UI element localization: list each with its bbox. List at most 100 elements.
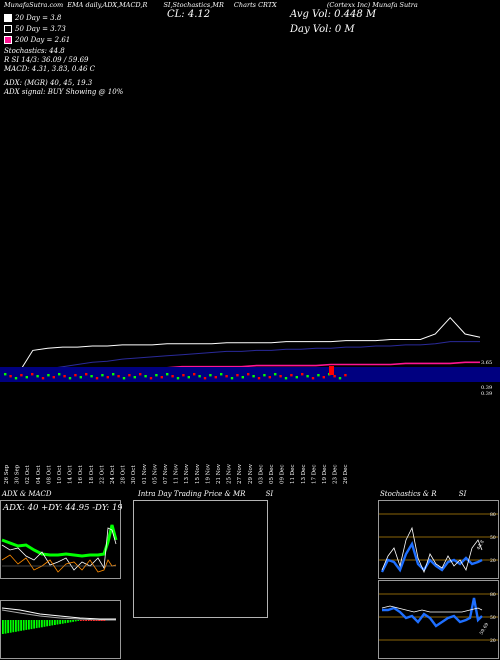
volume-bar	[112, 373, 115, 376]
macd-hist-bar	[64, 620, 67, 624]
date-label: 25 Nov	[227, 463, 233, 484]
intraday-title-suffix: SI	[265, 490, 274, 498]
rsi-tick-50: 50	[490, 615, 496, 621]
volume-bar	[252, 375, 255, 378]
adx-box	[0, 500, 121, 579]
volume-bar	[106, 376, 109, 379]
macd-hist-bar	[15, 620, 17, 632]
macd-hist-bar	[7, 620, 9, 634]
volume-bar	[25, 376, 28, 379]
date-label: 02 Oct	[25, 465, 31, 484]
legend-200-day: 200 Day = 2.61	[4, 36, 70, 44]
volume-bar	[241, 376, 244, 379]
volume-bar	[279, 375, 282, 378]
date-axis: 26 Sep 30 Sep 02 Oct 04 Oct 08 Oct 10 Oct 14 O…	[4, 463, 349, 485]
avg-volume: Avg Vol: 0.448 M	[290, 9, 377, 20]
adx-values: ADX: 40 +DY: 44.95 -DY: 19.27	[2, 503, 122, 513]
date-label: 05 Dec	[269, 465, 275, 485]
volume-bar	[9, 375, 12, 378]
mrsi-line	[381, 605, 483, 613]
adx-signal: ADX signal: BUY Showing @ 10%	[4, 88, 124, 96]
legend-20-day: 20 Day = 3.8	[4, 14, 61, 22]
volume-bar	[166, 373, 169, 376]
macd-hist-bar	[72, 620, 74, 622]
macd-hist-bar	[93, 620, 95, 621]
macd-hist-bar	[80, 620, 82, 621]
macd-hist-bar	[28, 620, 30, 630]
volume-bar	[4, 373, 7, 376]
volume-bar	[14, 377, 18, 380]
date-label: 19 Nov	[205, 463, 211, 484]
volume-bar	[220, 373, 223, 376]
macd-hist-bar	[51, 620, 54, 626]
volume-bar	[268, 376, 271, 379]
macd-line	[1, 607, 116, 620]
macd-hist-bar	[67, 620, 69, 623]
macd-hist-bar	[38, 620, 41, 628]
rsi-readout: R SI 14/3: 36.09 / 59.69	[4, 56, 89, 64]
volume-bar	[117, 375, 120, 378]
legend-swatch-20	[4, 14, 12, 22]
series-line-1	[2, 341, 480, 379]
volume-bar	[182, 374, 185, 377]
volume-bar	[122, 377, 126, 380]
volume-bar	[301, 373, 304, 376]
macd-hist-bar	[30, 620, 33, 630]
macd-hist-bar	[61, 620, 64, 624]
date-label: 26 Dec	[343, 465, 349, 485]
day-volume: Day Vol: 0 M	[290, 24, 355, 35]
macd-hist-bar	[85, 620, 87, 621]
rsi-last-value: 59.69	[479, 622, 491, 636]
date-label: 29 Nov	[248, 463, 254, 484]
legend-50-day: 50 Day = 3.73	[4, 25, 66, 33]
date-label: 01 Nov	[142, 463, 148, 484]
volume-bar	[95, 377, 99, 380]
macd-hist-bar	[43, 620, 46, 627]
volume-bar	[85, 373, 88, 376]
volume-bar	[101, 374, 104, 377]
macd-hist-bar	[56, 620, 59, 625]
volume-bar	[333, 375, 336, 378]
date-label: 08 Oct	[46, 465, 52, 484]
macd-hist-bar	[98, 620, 100, 621]
rsi-tick-20: 20	[490, 638, 496, 644]
volume-bar	[317, 374, 320, 377]
date-label: 28 Oct	[121, 465, 127, 484]
volume-bar	[149, 377, 153, 380]
date-label: 03 Dec	[258, 465, 264, 485]
macd-hist-bar	[69, 620, 72, 623]
macd-hist-bar	[54, 620, 56, 625]
volume-bar	[290, 374, 293, 377]
volume-bar	[68, 377, 72, 380]
volume-bars	[4, 366, 347, 380]
volume-bar	[133, 376, 136, 379]
date-label: 30 Sep	[15, 464, 21, 484]
volume-bar	[203, 377, 207, 380]
volume-bar	[58, 373, 61, 376]
price-low-label: 0.39	[481, 385, 492, 391]
volume-bar	[306, 375, 309, 378]
date-label: 17 Dec	[311, 465, 317, 485]
macd-hist-bar	[4, 620, 7, 634]
date-label: 22 Oct	[99, 465, 105, 484]
volume-bar	[47, 374, 50, 377]
date-label: 11 Nov	[174, 463, 180, 484]
date-label: 13 Nov	[184, 463, 190, 484]
volume-bar	[41, 377, 45, 380]
date-label: 13 Dec	[301, 465, 307, 485]
volume-bar	[187, 376, 190, 379]
volume-bar	[322, 376, 325, 379]
date-label: 07 Nov	[163, 463, 169, 484]
macd-hist-bar	[77, 620, 80, 621]
company-name: (Cortexx Inc) Munafa Sutra	[326, 1, 418, 9]
volume-bar	[284, 377, 288, 380]
price-top-label: 3.65	[481, 360, 492, 366]
volume-bar	[338, 377, 342, 380]
macd-hist-bar	[25, 620, 28, 630]
adx-line	[1, 524, 118, 558]
volume-bar	[176, 377, 180, 380]
chart-symbol: Charts CRTX	[233, 1, 277, 9]
macd-hist-bar	[20, 620, 22, 631]
volume-bar	[63, 375, 66, 378]
macd-hist-bar	[74, 620, 77, 622]
